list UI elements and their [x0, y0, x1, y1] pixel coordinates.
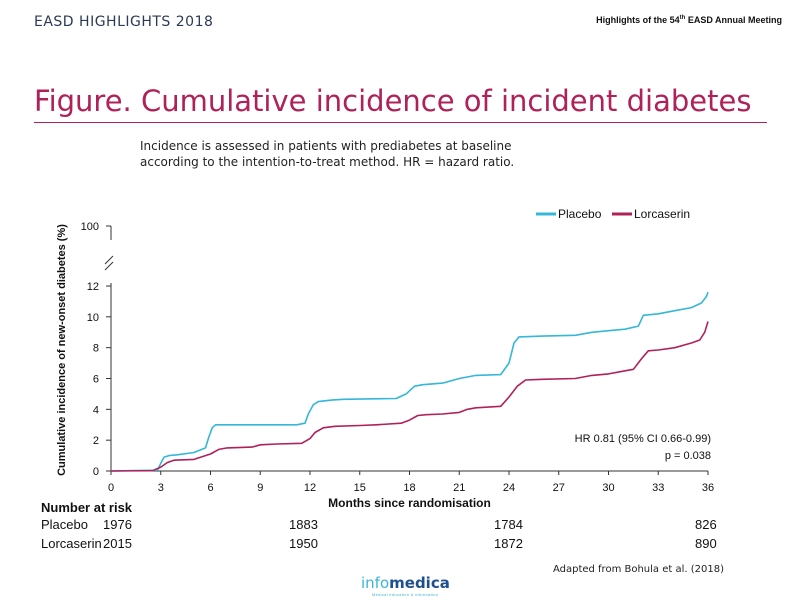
page-title: Figure. Cumulative incidence of incident…	[34, 84, 752, 118]
infomedica-logo: infomedica	[361, 574, 450, 592]
x-axis-label: Months since randomisation	[328, 496, 491, 510]
series-line-placebo	[110, 291, 709, 472]
subtitle-line-2: according to the intention-to-treat meth…	[140, 155, 515, 169]
source-citation: Adapted from Bohula et al. (2018)	[552, 564, 724, 575]
x-tick-label: 27	[553, 482, 565, 494]
x-tick-label: 15	[354, 482, 366, 494]
y-tick-label: 0	[93, 466, 99, 478]
subtitle-line-1: Incidence is assessed in patients with p…	[140, 139, 512, 153]
y-tick-label: 4	[93, 404, 99, 416]
x-tick-label: 6	[207, 482, 213, 494]
hr-annotation: HR 0.81 (95% CI 0.66-0.99)	[575, 433, 711, 445]
x-tick-label: 21	[453, 482, 465, 494]
x-tick-label: 12	[304, 482, 316, 494]
x-tick-label: 24	[503, 482, 515, 494]
risk-cell-start: 2015	[103, 536, 132, 551]
x-tick-label: 3	[158, 482, 164, 494]
title-divider	[34, 122, 767, 123]
header-title: EASD HIGHLIGHTS 2018	[34, 14, 214, 30]
x-tick-label: 0	[108, 482, 114, 494]
risk-cell-m24: 1872	[494, 536, 523, 551]
risk-cell-m12: 1883	[289, 517, 318, 532]
header-meeting-sup: th	[679, 15, 686, 21]
risk-row-label: Placebo	[41, 517, 88, 532]
x-tick-label: 18	[403, 482, 415, 494]
header-meeting-prefix: Highlights of the 54	[596, 15, 680, 25]
y-tick-label: 10	[87, 312, 99, 324]
risk-cell-m36: 826	[695, 517, 717, 532]
x-tick-label: 36	[702, 482, 714, 494]
p-value-annotation: p = 0.038	[665, 450, 711, 462]
y-tick-label: 2	[93, 435, 99, 447]
axis-break-mark	[104, 261, 114, 271]
y-tick-label: 6	[93, 374, 99, 386]
header-meeting: Highlights of the 54th EASD Annual Meeti…	[596, 15, 782, 25]
risk-cell-m36: 890	[695, 536, 717, 551]
risk-table-title: Number at risk	[41, 500, 133, 515]
subtitle: Incidence is assessed in patients with p…	[140, 138, 520, 170]
y-tick-label: 12	[87, 281, 99, 293]
y-axis-label: Cumulative incidence of new-onset diabet…	[56, 224, 68, 476]
x-tick-label: 33	[652, 482, 664, 494]
logo-tagline: Medical education & information	[372, 592, 439, 597]
axis-break-mark	[104, 255, 114, 265]
y-tick-label-100: 100	[81, 221, 99, 233]
legend-label-lorcaserin: Lorcaserin	[634, 207, 690, 221]
series-line-lorcaserin	[110, 321, 709, 472]
y-tick-label: 8	[93, 343, 99, 355]
risk-row-label: Lorcaserin	[41, 536, 102, 551]
x-tick-label: 9	[257, 482, 263, 494]
logo-part-2: medica	[389, 574, 450, 592]
logo-part-1: info	[361, 574, 390, 592]
risk-cell-m24: 1784	[494, 517, 523, 532]
risk-cell-start: 1976	[103, 517, 132, 532]
legend-label-placebo: Placebo	[558, 207, 602, 221]
risk-cell-m12: 1950	[289, 536, 318, 551]
header-meeting-suffix: EASD Annual Meeting	[685, 15, 782, 25]
x-tick-label: 30	[602, 482, 614, 494]
